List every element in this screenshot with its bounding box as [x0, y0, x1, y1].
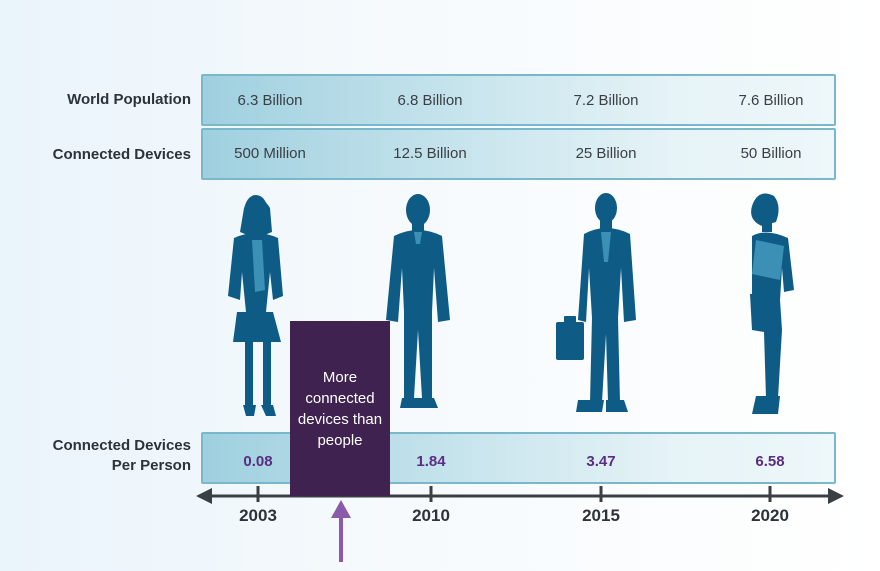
- tablet-icon: [752, 240, 784, 280]
- world-population-label: World Population: [67, 91, 191, 108]
- timeline-left-arrowhead: [196, 488, 212, 504]
- per-person-2010: 1.84: [416, 453, 446, 470]
- year-2010: 2010: [412, 506, 450, 525]
- devices-per-person-label-line1: Connected Devices: [52, 437, 191, 454]
- population-2020: 7.6 Billion: [738, 92, 804, 109]
- year-2020: 2020: [751, 506, 789, 525]
- devices-per-person-label: Connected Devices Per Person: [53, 436, 191, 476]
- population-2015: 7.2 Billion: [573, 92, 639, 109]
- year-2003: 2003: [239, 506, 277, 525]
- devices-2020: 50 Billion: [740, 145, 802, 162]
- devices-2010: 12.5 Billion: [393, 145, 467, 162]
- woman-blouse-accent-2003: [252, 240, 265, 292]
- businessman-silhouette-2015-icon: [556, 193, 636, 412]
- callout-line3: devices than: [297, 411, 383, 428]
- man-silhouette-2010-icon: [386, 194, 450, 408]
- woman-silhouette-2003-icon: [228, 195, 283, 416]
- callout-line2: connected: [305, 390, 375, 407]
- devices-2003: 500 Million: [234, 145, 306, 162]
- per-person-2003: 0.08: [243, 453, 273, 470]
- per-person-2015: 3.47: [586, 453, 616, 470]
- devices-per-person-label-line2: Per Person: [111, 457, 191, 474]
- year-2015: 2015: [582, 506, 620, 525]
- population-2003: 6.3 Billion: [237, 92, 303, 109]
- devices-band: [201, 128, 836, 180]
- devices-2015: 25 Billion: [575, 145, 637, 162]
- callout-line1: More: [322, 369, 358, 386]
- more-devices-than-people-callout: More connected devices than people: [290, 321, 390, 496]
- businessman-shirt-2015: [601, 232, 611, 262]
- population-band: [201, 74, 836, 126]
- connected-devices-label: Connected Devices: [52, 146, 191, 163]
- man-tie-2010: [414, 232, 422, 244]
- timeline-right-arrowhead: [828, 488, 844, 504]
- per-person-2020: 6.58: [755, 453, 785, 470]
- woman-tablet-silhouette-2020-icon: [750, 193, 794, 414]
- population-2010: 6.8 Billion: [397, 92, 463, 109]
- callout-line4: people: [317, 432, 363, 449]
